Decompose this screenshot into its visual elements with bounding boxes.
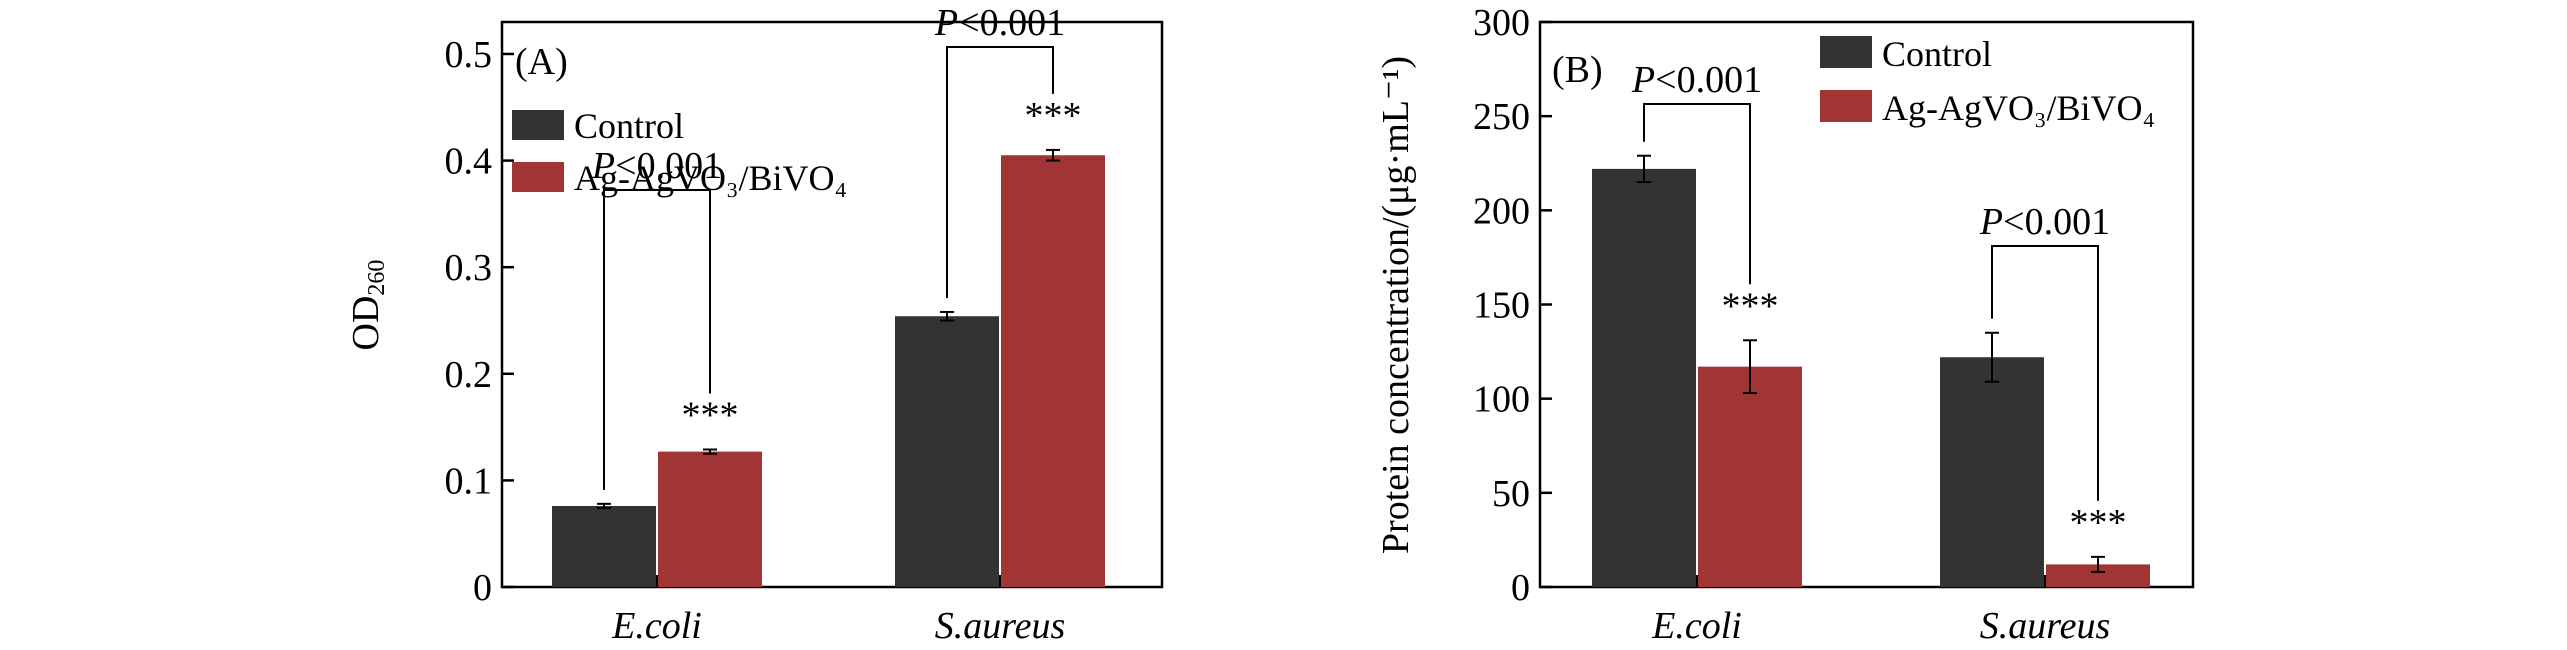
chart-b-legend: Control Ag-AgVO₃/BiVO₄ <box>1820 34 2155 128</box>
chart-a-xtick-label-ecoli: E.coli <box>611 605 702 647</box>
chart-b-xtick-label-saureus: S.aureus <box>1980 605 2111 647</box>
chart-a-stars-saureus: *** <box>1025 95 1082 137</box>
chart-a-brackets <box>603 46 1054 490</box>
chart-b-ytick-label-6: 300 <box>1473 2 1530 44</box>
chart-a-bar-control-saureus <box>895 316 999 587</box>
chart-b-bar-control-ecoli <box>1592 168 1696 587</box>
chart-a-bracket-saureus <box>946 46 1054 298</box>
chart-b-ytick-label-3: 150 <box>1473 285 1530 327</box>
chart-a-bar-treated-ecoli <box>658 451 762 587</box>
chart-b-xtick-label-ecoli: E.coli <box>1651 605 1742 647</box>
chart-a-bracket-ecoli <box>603 189 711 490</box>
chart-b-pvalue-ecoli-text: <0.001 <box>1655 59 1762 101</box>
chart-a-ylabel-main: OD <box>345 296 387 351</box>
chart-b-pvalue-saureus: P<0.001 <box>1979 201 2110 243</box>
chart-b-bar-treated-ecoli <box>1698 366 1802 587</box>
chart-a: 0 0.1 0.2 0.3 0.4 0.5 E.coli S.aureus (A… <box>345 2 1164 647</box>
chart-b-bars <box>1592 168 2150 587</box>
chart-b-bracket-ecoli <box>1643 103 1751 285</box>
chart-b-pvalue-saureus-text: <0.001 <box>2003 201 2110 243</box>
chart-a-panel-label: (A) <box>515 41 568 83</box>
chart-b-legend-swatch-treated <box>1820 90 1872 122</box>
chart-a-ytick-label-0: 0 <box>473 567 492 609</box>
chart-b-bracket-saureus <box>1991 245 2099 501</box>
chart-b-ylabel: Protein concentration/(μg·mL⁻¹) <box>1375 56 1417 554</box>
chart-b-error-bars <box>1637 154 2105 573</box>
chart-a-tick-labels: 0 0.1 0.2 0.3 0.4 0.5 <box>445 34 493 609</box>
chart-b-brackets <box>1643 103 2099 501</box>
chart-a-legend-label-control: Control <box>574 106 684 146</box>
chart-b-pvalue-saureus-p: P <box>1979 201 2003 243</box>
chart-a-legend-label-treated: Ag-AgVO₃/BiVO₄ <box>574 158 847 198</box>
chart-a-frame <box>500 20 1164 589</box>
chart-a-legend: Control Ag-AgVO₃/BiVO₄ <box>512 106 847 198</box>
chart-a-xtick-label-saureus: S.aureus <box>935 605 1066 647</box>
chart-b-stars-saureus: *** <box>2070 502 2127 544</box>
chart-b-ytick-label-5: 250 <box>1473 96 1530 138</box>
chart-a-pvalue-ecoli-p: P <box>591 145 615 187</box>
chart-a-bar-control-ecoli <box>552 505 656 587</box>
chart-b-ytick-label-2: 100 <box>1473 379 1530 421</box>
chart-b-legend-swatch-control <box>1820 36 1872 68</box>
chart-a-ylabel: OD260 <box>345 260 390 351</box>
chart-a-ytick-label-3: 0.3 <box>445 247 493 289</box>
chart-a-legend-swatch-control <box>512 110 564 140</box>
chart-b-bar-treated-saureus <box>2046 564 2150 587</box>
chart-a-ylabel-sub: 260 <box>364 260 390 296</box>
chart-b-legend-label-treated: Ag-AgVO₃/BiVO₄ <box>1882 88 2155 128</box>
chart-b-ytick-label-0: 0 <box>1511 567 1530 609</box>
chart-b-ytick-label-1: 50 <box>1492 473 1530 515</box>
chart-a-ytick-label-4: 0.4 <box>445 141 493 183</box>
chart-a-pvalue-saureus: P<0.001 <box>934 2 1065 44</box>
chart-a-stars-ecoli: *** <box>682 394 739 436</box>
chart-b-pvalue-ecoli-p: P <box>1631 59 1655 101</box>
chart-a-legend-swatch-treated <box>512 162 564 192</box>
chart-b: 0 50 100 150 200 250 300 E.coli S.aureus… <box>1375 2 2195 647</box>
chart-a-pvalue-saureus-text: <0.001 <box>958 2 1065 44</box>
chart-a-pvalue-ecoli: P<0.001 <box>591 145 722 187</box>
chart-b-tick-labels: 0 50 100 150 200 250 300 <box>1473 2 1530 609</box>
chart-b-legend-label-control: Control <box>1882 34 1992 74</box>
chart-a-ytick-label-5: 0.5 <box>445 34 493 76</box>
chart-a-ticks <box>502 52 1002 589</box>
chart-a-ytick-label-1: 0.1 <box>445 460 493 502</box>
chart-b-ticks <box>1540 20 2047 589</box>
chart-b-panel-label: (B) <box>1552 49 1603 91</box>
chart-b-ytick-label-4: 200 <box>1473 190 1530 232</box>
chart-b-pvalue-ecoli: P<0.001 <box>1631 59 1762 101</box>
chart-b-bar-control-saureus <box>1940 357 2044 587</box>
chart-a-ytick-label-2: 0.2 <box>445 354 493 396</box>
chart-a-pvalue-ecoli-text: <0.001 <box>615 145 722 187</box>
chart-a-error-bars <box>597 148 1060 510</box>
chart-b-stars-ecoli: *** <box>1722 285 1779 327</box>
chart-a-bar-treated-saureus <box>1001 155 1105 588</box>
chart-a-pvalue-saureus-p: P <box>934 2 958 44</box>
chart-a-bars <box>552 155 1105 588</box>
